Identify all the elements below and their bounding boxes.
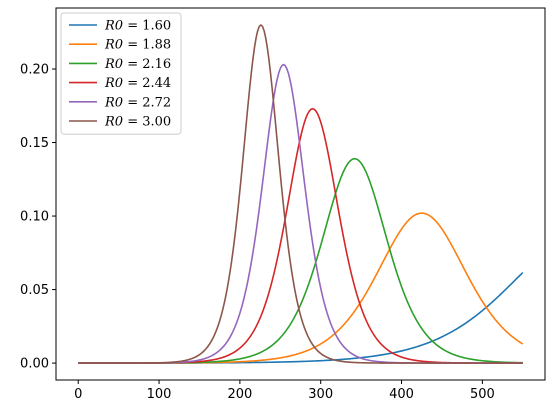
- series-lines: [78, 24, 524, 364]
- legend-symbol: R0: [104, 57, 123, 72]
- x-tick-label: 300: [308, 387, 333, 402]
- legend-value: = 2.72: [123, 95, 171, 110]
- y-tick-label: 0.00: [20, 357, 49, 372]
- legend-symbol: R0: [104, 115, 123, 130]
- legend-value: = 3.00: [123, 115, 171, 130]
- y-tick-label: 0.15: [20, 136, 49, 151]
- x-axis: 0 100 200 300 400 500: [74, 380, 495, 402]
- legend-value: = 1.60: [123, 19, 171, 34]
- legend-entry: R0 = 2.44: [104, 76, 171, 91]
- y-tick-label: 0.20: [20, 63, 49, 78]
- axes-frame: [55, 7, 546, 381]
- series-line-6: [78, 24, 523, 364]
- legend-symbol: R0: [104, 38, 123, 53]
- y-axis: 0.00 0.05 0.10 0.15 0.20: [20, 63, 56, 372]
- series-line-3: [78, 157, 523, 364]
- legend-value: = 2.44: [123, 76, 171, 91]
- x-tick-label: 500: [470, 387, 495, 402]
- x-tick-label: 100: [147, 387, 172, 402]
- x-tick-label: 200: [227, 387, 252, 402]
- legend-entry: R0 = 1.60: [104, 19, 171, 34]
- legend-symbol: R0: [104, 19, 123, 34]
- legend-box: [60, 12, 182, 135]
- legend-entry: R0 = 1.88: [104, 38, 171, 53]
- legend-value: = 1.88: [123, 38, 171, 53]
- legend-entry: R0 = 2.16: [104, 57, 171, 72]
- series-line-2: [78, 212, 524, 364]
- legend-entry: R0 = 2.72: [104, 95, 171, 110]
- legend-entry: R0 = 3.00: [104, 115, 171, 130]
- y-tick-label: 0.05: [20, 283, 49, 298]
- legend-symbol: R0: [104, 95, 123, 110]
- y-tick-label: 0.10: [20, 210, 49, 225]
- x-tick-label: 0: [74, 387, 82, 402]
- legend-symbol: R0: [104, 76, 123, 91]
- x-tick-label: 400: [389, 387, 414, 402]
- legend-value: = 2.16: [123, 57, 171, 72]
